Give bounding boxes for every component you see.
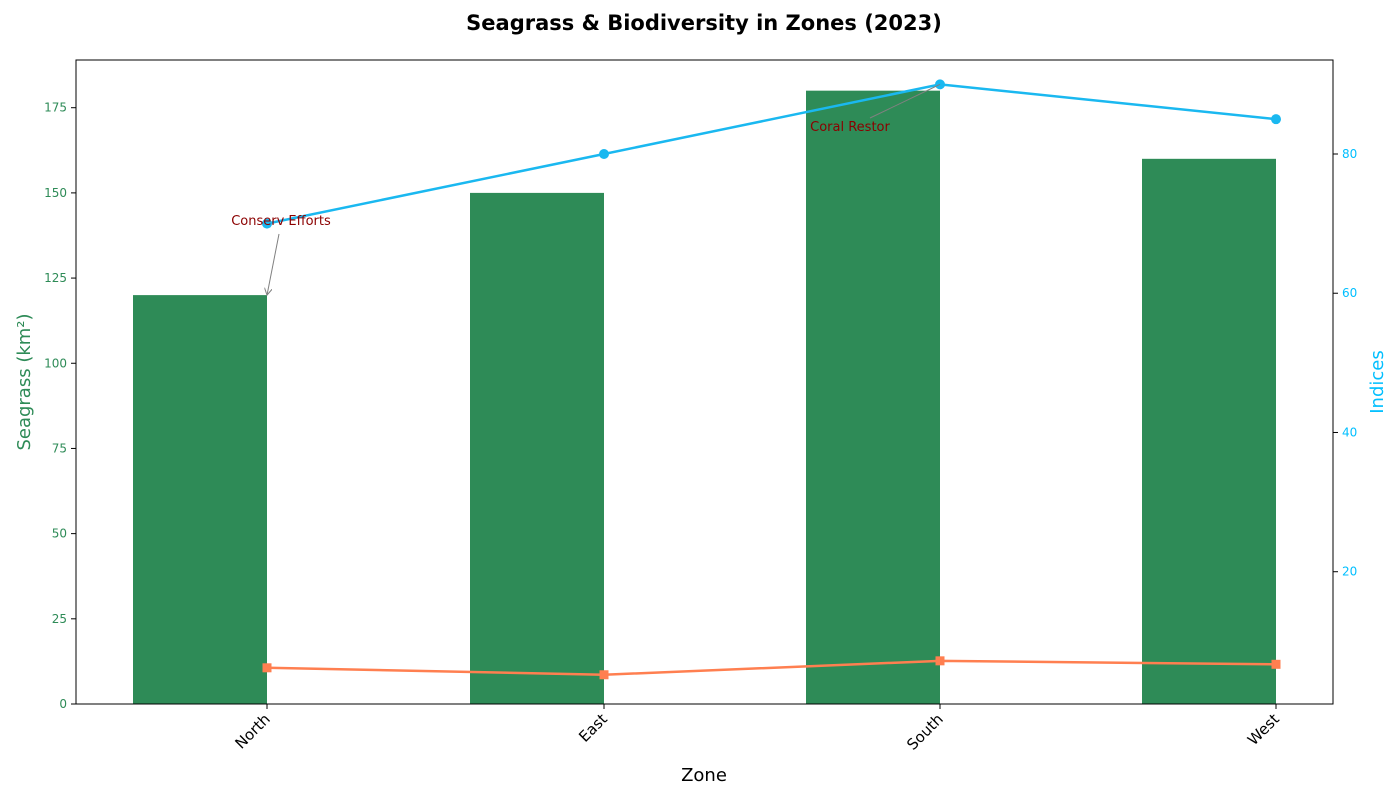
bar-west: [1142, 158, 1276, 704]
right-tick-label: 60: [1342, 286, 1357, 300]
right-tick-label: 80: [1342, 147, 1357, 161]
annotation-text-2: Coral Restor: [810, 120, 890, 135]
annotation-arrow-2: [869, 83, 941, 119]
annotation-text-1: Conserv Efforts: [231, 214, 331, 229]
x-axis-label: Zone: [681, 765, 727, 786]
right-y-axis-label: Indices: [1367, 350, 1388, 414]
chart-title: Seagrass & Biodiversity in Zones (2023): [466, 11, 942, 35]
right-tick-label: 40: [1342, 425, 1357, 439]
right-y-axis: 20 40 60 80: [1333, 147, 1357, 579]
annotation-arrow-1: [267, 233, 280, 295]
left-tick-label: 125: [44, 271, 67, 285]
line-point-2: [262, 663, 272, 673]
bar-north: [133, 295, 267, 704]
left-tick-label: 175: [44, 101, 67, 115]
x-tick-label-west: West: [1244, 710, 1283, 749]
x-tick-label-east: East: [575, 710, 611, 746]
plot-frame: [75, 59, 1334, 705]
line-point-2: [1271, 659, 1281, 669]
line-series-1: [266, 83, 1277, 225]
left-tick-label: 75: [52, 441, 67, 455]
bar-south: [806, 90, 940, 704]
line-series: [262, 79, 1281, 680]
x-tick-label-south: South: [903, 710, 947, 754]
left-tick-label: 0: [59, 697, 67, 711]
line-point-1: [262, 218, 272, 229]
left-y-axis: 0 25 50 75 100 125 150 175: [44, 101, 76, 711]
left-tick-label: 150: [44, 186, 67, 200]
bar-east: [470, 192, 604, 704]
left-tick-label: 50: [52, 527, 67, 541]
left-tick-label: 25: [52, 612, 67, 626]
line-point-2: [599, 670, 609, 680]
bar-series: [133, 90, 1276, 704]
x-axis: North East South West: [231, 704, 1283, 754]
right-tick-label: 20: [1342, 565, 1357, 579]
line-point-1: [599, 148, 609, 159]
line-point-2: [935, 656, 945, 666]
left-tick-label: 100: [44, 356, 67, 370]
annotations: Conserv Efforts Coral Restor: [231, 83, 941, 295]
line-series-2: [266, 659, 1277, 677]
x-tick-label-north: North: [231, 710, 273, 752]
left-y-axis-label: Seagrass (km²): [14, 313, 35, 450]
line-point-1: [1271, 114, 1281, 125]
